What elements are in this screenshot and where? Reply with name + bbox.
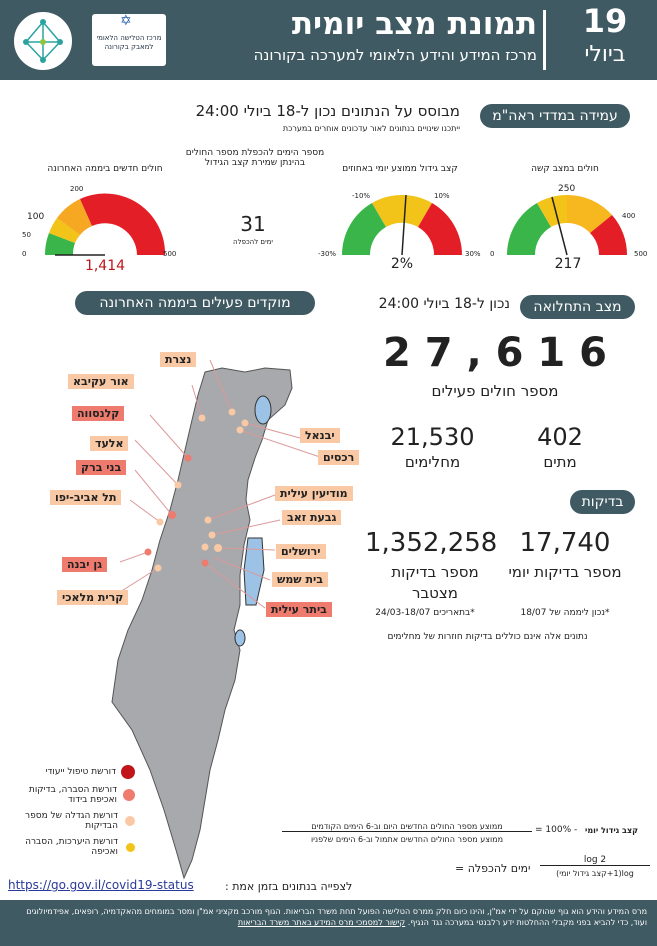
gauge-new-cases xyxy=(44,193,166,256)
menorah-icon: ✡ xyxy=(120,13,132,29)
gauge-critical-value: 217 xyxy=(554,256,582,272)
doubling-title: מספר הימים להכפלת מספר החולים בהינתן שמי… xyxy=(185,148,325,168)
growth-formula-numerator: ממוצע מספר החולים החדשים היום וב-6 הימים… xyxy=(282,822,532,832)
gauge1-tick-50: 50 xyxy=(22,231,31,239)
ministry-logo: ✡ מרכז הטלישה הלאומי למאבק בקורונה xyxy=(92,14,166,66)
gauge1-tick-100: 100 xyxy=(27,212,45,222)
map-label-givat-zeev: גבעת זאב xyxy=(282,510,342,525)
gauge3-tick-neg30: -30% xyxy=(318,250,337,258)
outbreak-as-of: נכון ל-18 ביולי 24:00 xyxy=(378,296,510,312)
gauge-growth-value: 2% xyxy=(390,256,414,272)
outbreak-pill: מצב התחלואה xyxy=(520,295,635,319)
gauge3-tick-10: 10% xyxy=(434,192,450,200)
map-label-qalansawe: קלנסווה xyxy=(72,406,125,421)
legend-item: דורשת הסברה, בדיקות ואכיפת בידוד xyxy=(28,785,117,805)
gauge4-tick-400: 400 xyxy=(622,212,636,220)
gauge4-tick-500: 500 xyxy=(634,250,648,258)
total-tests-value: 1,352,258 xyxy=(365,528,498,558)
logo-text: מרכז הטלישה הלאומי למאבק בקורונה xyxy=(96,34,162,51)
map-label-tel-aviv: תל אביב-יפו xyxy=(50,490,122,505)
legend-item: דורשת טיפול ייעודי xyxy=(45,767,116,777)
israel-map xyxy=(111,359,321,880)
doubling-formula-numerator: log 2 xyxy=(540,855,650,866)
map-label-kiryat-malachi: קרית מלאכי xyxy=(57,590,129,605)
gauge4-tick-0: 0 xyxy=(490,250,495,258)
gauge-growth xyxy=(342,194,462,256)
gauge3-tick-30: 30% xyxy=(465,250,481,258)
date-day: 19 xyxy=(582,2,628,40)
legend-dot-yellow xyxy=(126,842,135,852)
total-tests-label: מספר בדיקות מצטבר xyxy=(391,563,479,602)
metrics-pill: עמידה במדדי ראה"מ xyxy=(480,104,630,128)
map-label-nazareth: נצרת xyxy=(160,352,197,367)
southern-pool xyxy=(234,629,246,647)
legend-dot-salmon xyxy=(123,789,135,801)
kinneret-lake xyxy=(254,395,272,425)
active-foci-pill: מוקדים פעילים ביממה האחרונה xyxy=(75,291,315,315)
based-on-date: מבוסס על הנתונים נכון ל-18 ביולי 24:00 xyxy=(195,102,460,120)
date-month: ביולי xyxy=(584,42,626,67)
gauge-critical xyxy=(507,194,628,256)
gauge4-tick-250: 250 xyxy=(558,184,576,194)
legend-dot-red xyxy=(121,765,135,779)
legend-item: דורשת היערכות, הסברה ואכיפה xyxy=(25,837,118,857)
total-tests-note: *בתאריכים 24/03-18/07 xyxy=(375,608,475,618)
doubling-value: 31 xyxy=(240,212,266,236)
update-note: ייתכנו שינויים בנתונים לאור עדכונים אוחר… xyxy=(282,124,460,133)
recovered-value: 21,530 xyxy=(390,423,475,451)
growth-formula-denominator: ממוצע מספר החולים החדשים אתמול וב-6 הימי… xyxy=(310,835,504,844)
doubling-unit: ימים להכפלה xyxy=(233,238,273,246)
growth-formula-label: קצב גידול יומי xyxy=(585,826,639,835)
tests-pill: בדיקות xyxy=(570,490,635,514)
header-divider xyxy=(543,10,546,70)
map-label-modiin-illit: מודיעין עילית xyxy=(275,486,353,501)
gauge-new-cases-value: 1,414 xyxy=(84,258,126,274)
footer-text: מרס המידע והידע הוא גוף שהוקם על ידי אמ"… xyxy=(26,907,647,927)
footer-link[interactable]: קישור למסמכי מרס המידע באתר משרד הבריאות xyxy=(237,918,406,927)
gauge-growth-title: קצב גידול ממוצע יומי באחוזים xyxy=(342,164,458,174)
map-label-gan-yavne: גן יבנה xyxy=(62,557,108,572)
active-cases-value: 2 7 , 6 1 6 xyxy=(383,330,607,376)
map-label-or-akiva: אור עקיבא xyxy=(68,374,134,389)
legend-item: דורשת הגדלה של מספר הבדיקות xyxy=(25,811,118,831)
recovered-label: מחלימים xyxy=(404,453,461,471)
daily-tests-value: 17,740 xyxy=(519,528,611,558)
daily-tests-note: *נכון ליממה של 18/07 xyxy=(520,608,610,618)
map-label-elad: אלעד xyxy=(90,436,129,451)
map-label-beit-shemesh: בית שמש xyxy=(272,572,328,587)
tests-footnote: נתונים אלה אינם כוללים בדיקות חוזרות של … xyxy=(387,632,588,642)
doubling-formula-denominator: log(1+קצב גידול יומי) xyxy=(556,869,634,878)
active-cases-label: מספר חולים פעילים xyxy=(431,382,559,400)
gauge1-tick-0: 0 xyxy=(22,250,27,258)
gauge1-tick-200: 200 xyxy=(70,185,84,193)
map-label-yavnel: יבנאל xyxy=(300,428,340,443)
map-label-rechasim: רכסים xyxy=(318,450,360,465)
gauge-critical-title: חולים במצב קשה xyxy=(531,164,599,174)
legend-dot-peach xyxy=(125,816,135,826)
page-subtitle: מרכז המידע והידע הלאומי למערכה בקורונה xyxy=(253,46,537,64)
doubling-formula-label: ימים להכפלה = xyxy=(455,862,531,875)
gauge1-tick-500: 500 xyxy=(163,250,177,258)
map-label-beitar-illit: ביתר עילית xyxy=(266,602,332,617)
gauge-needle xyxy=(551,196,568,256)
gauge-new-cases-title: חולים חדשים ביממה האחרונה xyxy=(47,164,163,174)
map-label-bnei-brak: בני ברק xyxy=(76,460,127,475)
deaths-value: 402 xyxy=(537,423,583,451)
gauge-needle xyxy=(401,194,407,256)
network-logo-icon xyxy=(12,10,74,72)
map-label-jerusalem: ירושלים xyxy=(276,544,326,559)
deaths-label: מתים xyxy=(543,453,577,471)
realtime-label: לצפייה בנתונים בזמן אמת : xyxy=(225,880,353,893)
page-title: תמונת מצב יומית xyxy=(291,6,537,42)
legend: דורשת טיפול ייעודי דורשת הסברה, בדיקות ו… xyxy=(10,765,135,857)
daily-tests-label: מספר בדיקות יומי xyxy=(508,563,622,581)
growth-formula-eq: = 100% - xyxy=(535,825,578,835)
footer: מרס המידע והידע הוא גוף שהוקם על ידי אמ"… xyxy=(0,900,657,946)
gauge3-tick-neg10: -10% xyxy=(352,192,371,200)
realtime-link[interactable]: https://go.gov.il/covid19-status xyxy=(8,878,194,892)
